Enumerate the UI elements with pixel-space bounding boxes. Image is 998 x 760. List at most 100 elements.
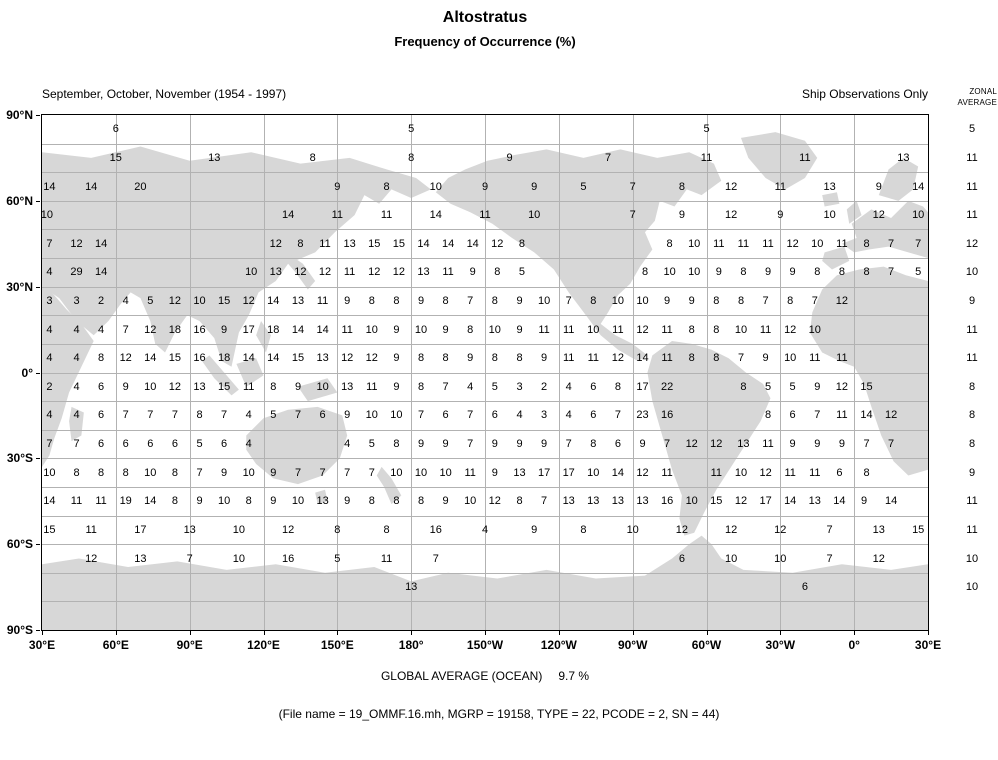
- lat-axis-label: 60°N: [6, 193, 33, 208]
- grid-cell-value: 9: [762, 352, 769, 365]
- grid-cell-value: 8: [641, 266, 649, 279]
- grid-cell-value: 5: [580, 180, 587, 193]
- grid-cell-value: 9: [344, 495, 351, 508]
- grid-cell-value: 8: [491, 295, 498, 307]
- grid-cell-value: 7: [171, 409, 178, 422]
- grid-cell-value: 6: [171, 438, 178, 450]
- grid-cell-value: 5: [764, 380, 772, 393]
- grid-cell-value: 10: [365, 323, 378, 336]
- grid-cell-value: 8: [863, 266, 870, 279]
- grid-cell-value: 8: [666, 237, 673, 250]
- grid-cell-value: 12: [734, 495, 748, 508]
- grid-cell-value: 11: [661, 466, 673, 479]
- grid-cell-value: 14: [429, 209, 442, 222]
- zonal-average-value: 11: [966, 180, 978, 193]
- grid-cell-value: 17: [134, 523, 147, 536]
- grid-cell-value: 9: [506, 151, 513, 164]
- grid-cell-value: 10: [734, 466, 748, 479]
- grid-cell-value: 16: [193, 352, 206, 365]
- lon-axis-label: 30°E: [914, 638, 942, 652]
- grid-cell-value: 13: [183, 523, 196, 536]
- grid-cell-value: 6: [147, 438, 154, 450]
- grid-cell-value: 14: [784, 495, 797, 508]
- zonal-average-header: ZONAL AVERAGE: [958, 86, 998, 108]
- grid-cell-value: 9: [481, 180, 489, 193]
- grid-cell-value: 7: [147, 409, 154, 422]
- grid-cell-value: 7: [664, 438, 671, 450]
- grid-cell-value: 9: [344, 295, 351, 307]
- grid-cell-value: 5: [491, 380, 498, 393]
- gridline-horizontal: [42, 172, 928, 174]
- lat-axis-label: 90°S: [6, 623, 33, 637]
- grid-cell-value: 6: [801, 581, 808, 594]
- grid-cell-value: 15: [710, 495, 723, 508]
- lon-axis-label: 30°W: [765, 638, 796, 652]
- grid-cell-value: 14: [144, 352, 157, 365]
- grid-cell-value: 9: [221, 466, 228, 479]
- grid-cell-value: 4: [46, 323, 53, 336]
- page-title: Altostratus: [442, 9, 528, 26]
- grid-cell-value: 12: [784, 323, 797, 336]
- grid-cell-value: 10: [663, 266, 676, 279]
- grid-cell-value: 7: [826, 552, 833, 565]
- grid-cell-value: 7: [122, 323, 129, 336]
- grid-cell-value: 6: [98, 438, 105, 450]
- grid-cell-value: 7: [73, 438, 80, 450]
- grid-cell-value: 8: [688, 323, 695, 336]
- grid-cell-value: 8: [713, 295, 720, 307]
- grid-cell-value: 8: [383, 180, 390, 193]
- grid-cell-value: 8: [73, 466, 80, 479]
- grid-cell-value: 7: [737, 352, 745, 365]
- grid-cell-value: 10: [365, 409, 378, 422]
- grid-cell-value: 16: [281, 552, 295, 565]
- lon-axis-label: 150°E: [320, 638, 354, 652]
- grid-cell-value: 10: [291, 495, 305, 508]
- grid-cell-value: 16: [660, 409, 674, 422]
- grid-cell-value: 12: [70, 237, 83, 250]
- grid-cell-value: 9: [393, 323, 400, 336]
- grid-cell-value: 9: [393, 352, 400, 365]
- grid-cell-value: 14: [94, 266, 108, 279]
- gridline-horizontal: [42, 401, 928, 403]
- grid-cell-value: 12: [685, 438, 698, 450]
- grid-cell-value: 9: [541, 352, 548, 365]
- grid-cell-value: 10: [414, 466, 428, 479]
- global-average-label: GLOBAL AVERAGE (OCEAN): [380, 669, 543, 683]
- grid-cell-value: 12: [294, 266, 307, 279]
- grid-cell-value: 9: [814, 380, 821, 393]
- grid-cell-value: 17: [562, 466, 575, 479]
- grid-cell-value: 7: [344, 466, 351, 479]
- grid-cell-value: 14: [94, 237, 108, 250]
- grid-cell-value: 14: [85, 180, 98, 193]
- grid-cell-value: 14: [417, 237, 430, 250]
- grid-cell-value: 8: [383, 523, 390, 536]
- grid-cell-value: 12: [269, 237, 282, 250]
- grid-cell-value: 8: [368, 295, 375, 307]
- zonal-average-value: 5: [968, 123, 976, 136]
- lat-axis-label: 0°: [21, 365, 33, 380]
- grid-cell-value: 15: [43, 523, 56, 536]
- grid-cell-value: 10: [232, 552, 246, 565]
- grid-cell-value: 13: [269, 266, 282, 279]
- grid-cell-value: 4: [245, 438, 252, 450]
- map-plot: 6 5 5 15 13 8 8 9 7 11 11 13 14 14 20 9 8 10 9 9 5 7 8 12 11 13 9 1…: [41, 114, 929, 631]
- grid-cell-value: 11: [316, 295, 329, 307]
- grid-cell-value: 8: [245, 495, 252, 508]
- grid-cell-value: 11: [562, 323, 575, 336]
- grid-cell-value: 12: [636, 323, 649, 336]
- grid-cell-value: 10: [808, 323, 821, 336]
- grid-cell-value: 11: [759, 323, 772, 336]
- lat-axis-tick: [36, 630, 40, 631]
- grid-cell-value: 9: [541, 438, 548, 450]
- gridline-horizontal: [42, 486, 928, 488]
- grid-cell-value: 12: [774, 523, 787, 536]
- grid-cell-value: 11: [762, 438, 774, 450]
- grid-cell-value: 7: [888, 438, 895, 450]
- grid-cell-value: 11: [442, 266, 454, 279]
- page-subtitle: Frequency of Occurrence (%): [394, 34, 576, 49]
- zonal-average-value: 12: [965, 237, 979, 250]
- grid-cell-value: 4: [245, 409, 252, 422]
- grid-cell-value: 8: [740, 266, 747, 279]
- source-label: Ship Observations Only: [801, 87, 928, 101]
- grid-cell-value: 9: [789, 438, 796, 450]
